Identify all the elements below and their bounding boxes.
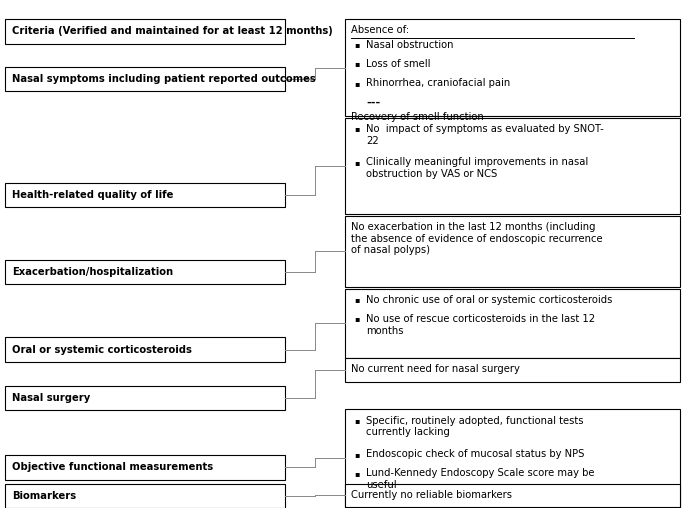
Bar xyxy=(5,484,285,508)
Text: Biomarkers: Biomarkers xyxy=(12,491,77,501)
Text: Health-related quality of life: Health-related quality of life xyxy=(12,190,174,200)
Text: ▪: ▪ xyxy=(354,59,360,69)
Text: ▪: ▪ xyxy=(354,158,360,167)
Bar xyxy=(5,260,285,284)
Text: Recovery of smell function: Recovery of smell function xyxy=(351,112,484,122)
Bar xyxy=(5,386,285,410)
Text: Objective functional measurements: Objective functional measurements xyxy=(12,462,214,472)
Bar xyxy=(5,337,285,362)
Bar xyxy=(345,484,680,507)
Text: ▪: ▪ xyxy=(354,314,360,324)
Text: Exacerbation/hospitalization: Exacerbation/hospitalization xyxy=(12,267,173,277)
Text: Nasal obstruction: Nasal obstruction xyxy=(366,40,454,50)
Text: Endoscopic check of mucosal status by NPS: Endoscopic check of mucosal status by NP… xyxy=(366,449,585,459)
Bar xyxy=(345,118,680,214)
Text: Nasal surgery: Nasal surgery xyxy=(12,393,90,403)
Text: No current need for nasal surgery: No current need for nasal surgery xyxy=(351,364,521,374)
Text: Rhinorrhea, craniofacial pain: Rhinorrhea, craniofacial pain xyxy=(366,78,511,88)
Text: ▪: ▪ xyxy=(354,416,360,425)
Text: No chronic use of oral or systemic corticosteroids: No chronic use of oral or systemic corti… xyxy=(366,295,613,305)
Text: No  impact of symptoms as evaluated by SNOT-
22: No impact of symptoms as evaluated by SN… xyxy=(366,124,604,146)
Text: Absence of:: Absence of: xyxy=(351,25,410,36)
Text: ▪: ▪ xyxy=(354,124,360,134)
Bar xyxy=(5,67,285,91)
Text: Clinically meaningful improvements in nasal
obstruction by VAS or NCS: Clinically meaningful improvements in na… xyxy=(366,157,588,179)
Bar xyxy=(5,183,285,207)
Bar xyxy=(345,216,680,287)
Bar xyxy=(345,19,680,116)
Bar xyxy=(5,19,285,44)
Text: ▪: ▪ xyxy=(354,40,360,49)
Text: Oral or systemic corticosteroids: Oral or systemic corticosteroids xyxy=(12,344,192,355)
Text: Specific, routinely adopted, functional tests
currently lacking: Specific, routinely adopted, functional … xyxy=(366,416,584,437)
Bar xyxy=(5,455,285,480)
Text: Nasal symptoms including patient reported outcomes: Nasal symptoms including patient reporte… xyxy=(12,74,316,84)
Text: Loss of smell: Loss of smell xyxy=(366,59,431,69)
Text: ▪: ▪ xyxy=(354,295,360,304)
Text: Criteria (Verified and maintained for at least 12 months): Criteria (Verified and maintained for at… xyxy=(12,26,333,37)
Text: ▪: ▪ xyxy=(354,79,360,88)
Bar xyxy=(345,409,680,507)
Text: No use of rescue corticosteroids in the last 12
months: No use of rescue corticosteroids in the … xyxy=(366,314,595,336)
Text: ▪: ▪ xyxy=(354,450,360,459)
Bar xyxy=(345,289,680,358)
Text: Currently no reliable biomarkers: Currently no reliable biomarkers xyxy=(351,490,512,500)
Bar xyxy=(345,358,680,382)
Text: Lund-Kennedy Endoscopy Scale score may be
useful: Lund-Kennedy Endoscopy Scale score may b… xyxy=(366,468,595,490)
Text: No exacerbation in the last 12 months (including
the absence of evidence of endo: No exacerbation in the last 12 months (i… xyxy=(351,222,603,255)
Text: ---: --- xyxy=(366,98,381,108)
Text: ▪: ▪ xyxy=(354,469,360,478)
